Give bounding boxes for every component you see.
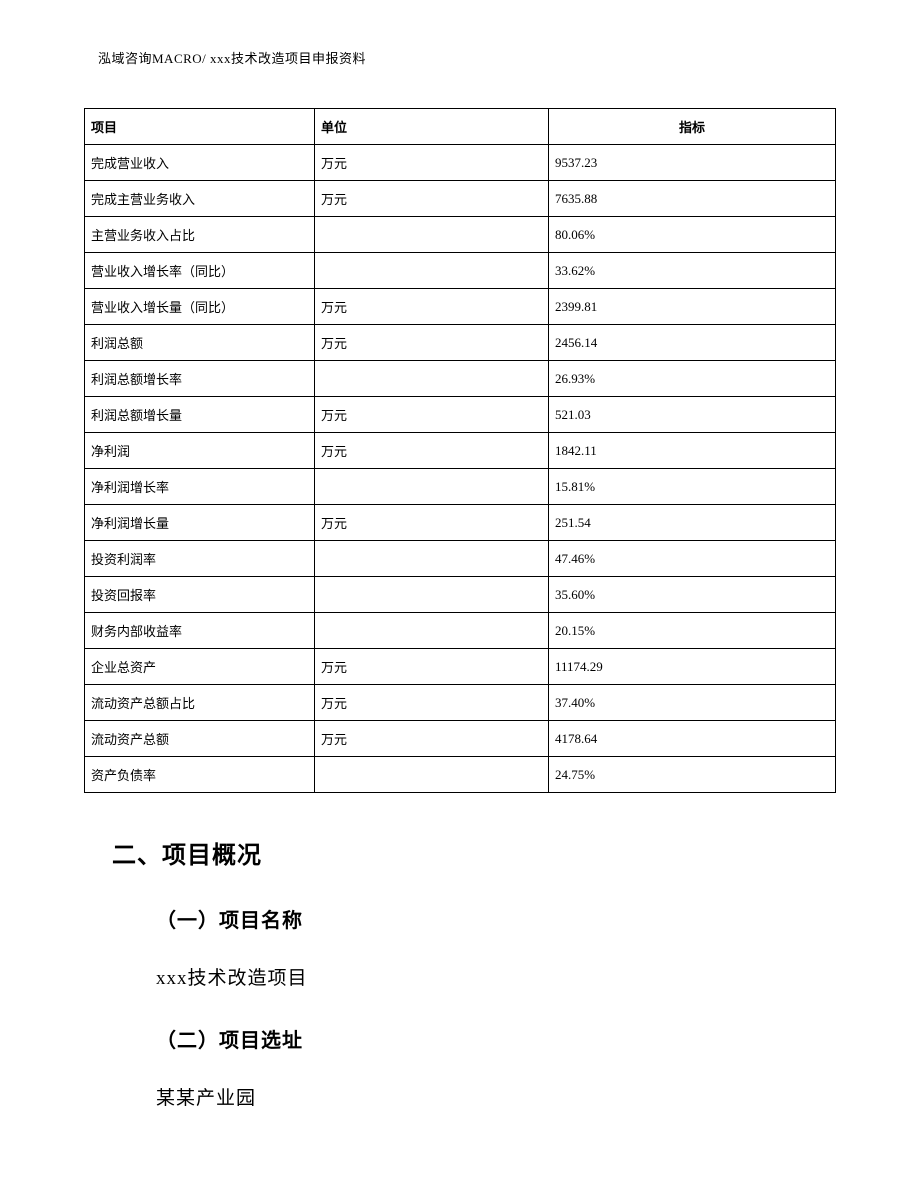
cell-value: 33.62% xyxy=(549,253,836,289)
main-content: 项目 单位 指标 完成营业收入万元9537.23 完成主营业务收入万元7635.… xyxy=(84,108,836,1110)
col-header-value: 指标 xyxy=(549,109,836,145)
table-row: 净利润万元1842.11 xyxy=(85,433,836,469)
table-row: 完成主营业务收入万元7635.88 xyxy=(85,181,836,217)
cell-item: 营业收入增长量（同比） xyxy=(85,289,315,325)
header-text: 泓域咨询MACRO/ xxx技术改造项目申报资料 xyxy=(98,51,366,66)
cell-value: 9537.23 xyxy=(549,145,836,181)
cell-item: 完成主营业务收入 xyxy=(85,181,315,217)
table-row: 利润总额增长量万元521.03 xyxy=(85,397,836,433)
cell-item: 财务内部收益率 xyxy=(85,613,315,649)
cell-item: 主营业务收入占比 xyxy=(85,217,315,253)
cell-unit: 万元 xyxy=(315,181,549,217)
cell-item: 净利润增长量 xyxy=(85,505,315,541)
cell-item: 完成营业收入 xyxy=(85,145,315,181)
table-row: 利润总额增长率 26.93% xyxy=(85,361,836,397)
table-row: 流动资产总额占比万元37.40% xyxy=(85,685,836,721)
table-row: 流动资产总额万元4178.64 xyxy=(85,721,836,757)
col-header-unit: 单位 xyxy=(315,109,549,145)
section-heading-2: 二、项目概况 xyxy=(112,835,836,870)
page-header: 泓域咨询MACRO/ xxx技术改造项目申报资料 xyxy=(98,48,366,67)
cell-value: 26.93% xyxy=(549,361,836,397)
cell-value: 15.81% xyxy=(549,469,836,505)
cell-unit: 万元 xyxy=(315,325,549,361)
cell-item: 利润总额增长量 xyxy=(85,397,315,433)
cell-item: 利润总额增长率 xyxy=(85,361,315,397)
cell-value: 37.40% xyxy=(549,685,836,721)
cell-value: 2399.81 xyxy=(549,289,836,325)
table-row: 企业总资产万元11174.29 xyxy=(85,649,836,685)
table-row: 营业收入增长量（同比）万元2399.81 xyxy=(85,289,836,325)
cell-item: 投资利润率 xyxy=(85,541,315,577)
cell-value: 11174.29 xyxy=(549,649,836,685)
subsection-title-1: （一）项目名称 xyxy=(156,904,836,933)
cell-unit xyxy=(315,577,549,613)
cell-value: 521.03 xyxy=(549,397,836,433)
cell-unit xyxy=(315,253,549,289)
cell-item: 流动资产总额 xyxy=(85,721,315,757)
table-header-row: 项目 单位 指标 xyxy=(85,109,836,145)
cell-value: 24.75% xyxy=(549,757,836,793)
cell-unit: 万元 xyxy=(315,685,549,721)
cell-unit: 万元 xyxy=(315,433,549,469)
table-row: 主营业务收入占比 80.06% xyxy=(85,217,836,253)
cell-unit xyxy=(315,757,549,793)
table-row: 投资回报率 35.60% xyxy=(85,577,836,613)
cell-item: 投资回报率 xyxy=(85,577,315,613)
cell-value: 251.54 xyxy=(549,505,836,541)
col-header-item: 项目 xyxy=(85,109,315,145)
cell-item: 净利润增长率 xyxy=(85,469,315,505)
cell-value: 35.60% xyxy=(549,577,836,613)
table-row: 投资利润率 47.46% xyxy=(85,541,836,577)
cell-unit: 万元 xyxy=(315,289,549,325)
table-row: 营业收入增长率（同比） 33.62% xyxy=(85,253,836,289)
table-row: 财务内部收益率 20.15% xyxy=(85,613,836,649)
table-row: 净利润增长量万元251.54 xyxy=(85,505,836,541)
cell-item: 净利润 xyxy=(85,433,315,469)
cell-unit xyxy=(315,469,549,505)
subsection-content-2: 某某产业园 xyxy=(156,1083,836,1110)
cell-item: 资产负债率 xyxy=(85,757,315,793)
cell-unit: 万元 xyxy=(315,505,549,541)
cell-value: 1842.11 xyxy=(549,433,836,469)
cell-value: 4178.64 xyxy=(549,721,836,757)
cell-unit xyxy=(315,613,549,649)
cell-unit xyxy=(315,361,549,397)
cell-unit xyxy=(315,541,549,577)
cell-unit: 万元 xyxy=(315,649,549,685)
cell-value: 20.15% xyxy=(549,613,836,649)
table-row: 完成营业收入万元9537.23 xyxy=(85,145,836,181)
cell-unit: 万元 xyxy=(315,397,549,433)
cell-unit: 万元 xyxy=(315,145,549,181)
cell-value: 47.46% xyxy=(549,541,836,577)
table-row: 净利润增长率 15.81% xyxy=(85,469,836,505)
cell-unit: 万元 xyxy=(315,721,549,757)
table-row: 利润总额万元2456.14 xyxy=(85,325,836,361)
cell-item: 营业收入增长率（同比） xyxy=(85,253,315,289)
financial-table: 项目 单位 指标 完成营业收入万元9537.23 完成主营业务收入万元7635.… xyxy=(84,108,836,793)
cell-value: 7635.88 xyxy=(549,181,836,217)
subsection-content-1: xxx技术改造项目 xyxy=(156,963,836,990)
cell-value: 2456.14 xyxy=(549,325,836,361)
subsection-title-2: （二）项目选址 xyxy=(156,1024,836,1053)
cell-item: 流动资产总额占比 xyxy=(85,685,315,721)
cell-item: 企业总资产 xyxy=(85,649,315,685)
cell-value: 80.06% xyxy=(549,217,836,253)
table-body: 完成营业收入万元9537.23 完成主营业务收入万元7635.88 主营业务收入… xyxy=(85,145,836,793)
cell-item: 利润总额 xyxy=(85,325,315,361)
cell-unit xyxy=(315,217,549,253)
table-row: 资产负债率 24.75% xyxy=(85,757,836,793)
